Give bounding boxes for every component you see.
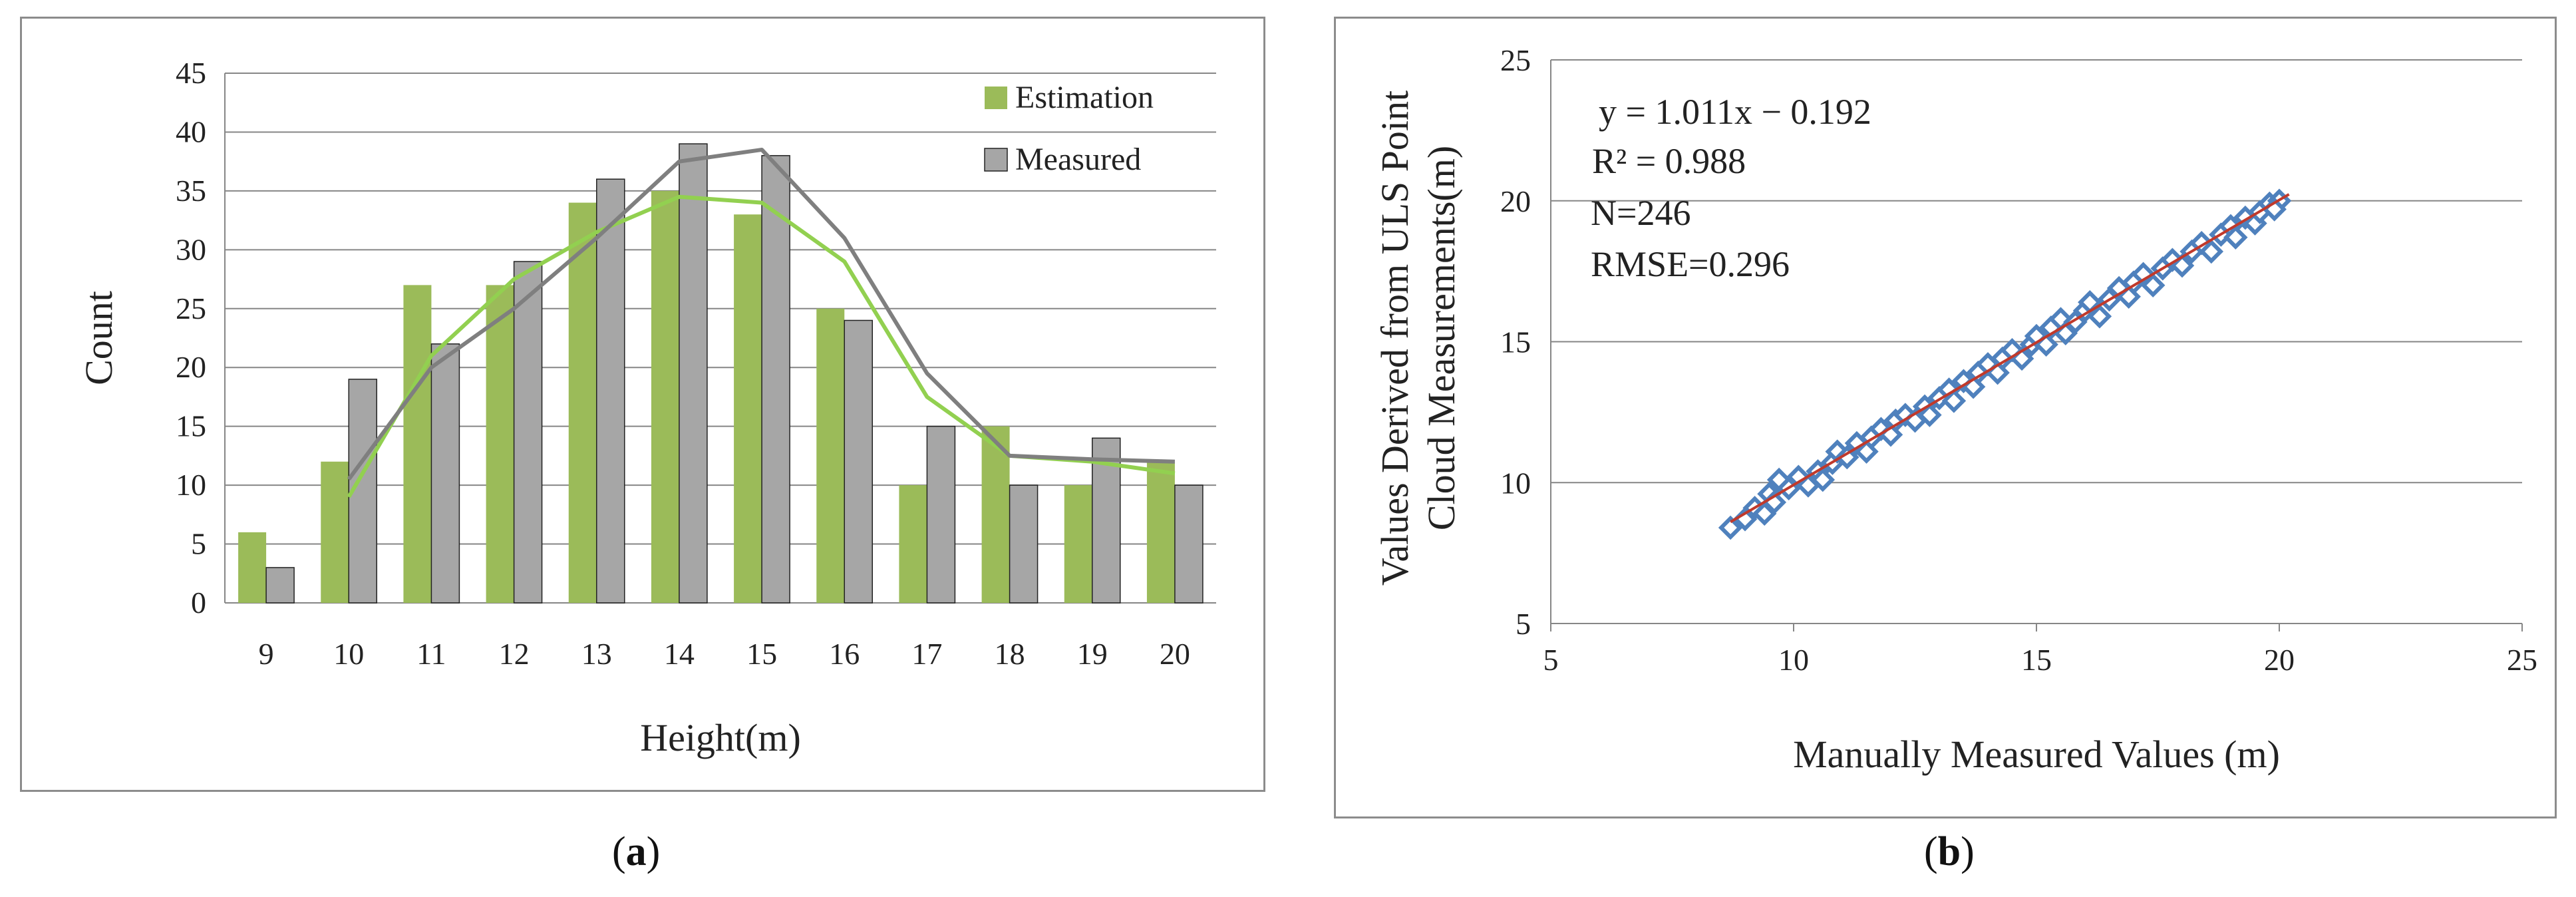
y-tick-label: 45: [176, 56, 206, 90]
bar-measured: [596, 178, 625, 604]
x-tick-label: 13: [581, 637, 612, 671]
scatter-point: [2087, 304, 2112, 329]
scatter-point: [1941, 389, 1967, 413]
bar-estimation: [734, 214, 762, 603]
x-tick-label: 10: [333, 637, 364, 671]
x-axis-title: Height(m): [640, 716, 801, 759]
x-tick-label: 25: [2507, 643, 2537, 677]
x-tick-label: 18: [995, 637, 1025, 671]
bar-estimation: [981, 426, 1010, 603]
panel-label-b: (b): [1924, 829, 1975, 874]
y-tick-label: 20: [1500, 184, 1531, 218]
bar-estimation: [486, 285, 514, 603]
annotation-2: N=246: [1591, 193, 1690, 233]
bar-measured: [679, 143, 708, 604]
bar-measured: [926, 425, 956, 604]
x-tick-label: 15: [746, 637, 777, 671]
bar-estimation: [568, 202, 597, 604]
bar-measured: [1009, 484, 1039, 604]
bar-measured: [1174, 484, 1204, 604]
bar-measured: [265, 567, 295, 604]
bar-estimation: [238, 532, 267, 603]
height-histogram-chart: 0 5 10 15 20 25 30 35 40 45 9 10 11 12 13 14 15 16 17 18 19 2…: [77, 56, 1216, 759]
bar-measured: [513, 261, 543, 604]
annotation-3: RMSE=0.296: [1591, 244, 1790, 284]
bar-measured: [761, 155, 790, 604]
y-tick-label: 5: [191, 527, 206, 561]
x-tick-label: 17: [911, 637, 942, 671]
scatter-point: [2199, 239, 2224, 264]
bar-estimation: [1064, 485, 1092, 603]
panel-b-scatter: 5 10 15 20 25 5 10 15 20 25 y = 1.011x − 0.192 R² =…: [1334, 17, 2557, 818]
panel-a-histogram: 0 5 10 15 20 25 30 35 40 45 9 10 11 12 13 14 15 16 17 18 19 2…: [20, 17, 1265, 792]
bar-estimation: [651, 190, 679, 603]
panel-label-a: (a): [612, 829, 661, 874]
y-axis-title-line1: Values Derived from ULS Point: [1373, 90, 1416, 586]
scatter-point: [2140, 273, 2166, 298]
scatter-point: [2223, 225, 2248, 250]
legend-swatch-measured: [984, 148, 1008, 172]
trendline-measured: [347, 147, 1176, 481]
y-tick-label: 25: [1500, 43, 1531, 77]
scatter-point: [1810, 467, 1836, 492]
y-tick-label: 0: [191, 586, 206, 620]
x-tick-label: 15: [2021, 643, 2052, 677]
y-tick-label: 5: [1516, 607, 1531, 641]
x-tick-label: 12: [499, 637, 530, 671]
scatter-point: [1917, 403, 1942, 427]
annotation-0: y = 1.011x − 0.192: [1599, 92, 1871, 132]
y-tick-label: 35: [176, 174, 206, 208]
x-tick-label: 11: [416, 637, 446, 671]
y-axis-title: Count: [77, 291, 120, 385]
x-tick-label: 5: [1543, 643, 1559, 677]
bar-estimation: [816, 308, 845, 603]
bar-measured: [844, 319, 873, 604]
y-tick-label: 10: [176, 468, 206, 502]
x-tick-label: 14: [664, 637, 695, 671]
y-tick-label: 30: [176, 232, 206, 266]
bar-measured: [430, 343, 460, 604]
y-axis-title-line2: Cloud Measurements(m): [1420, 146, 1463, 530]
x-tick-label: 10: [1778, 643, 1809, 677]
x-tick-label: 16: [829, 637, 860, 671]
y-tick-label: 10: [1500, 466, 1531, 500]
bar-estimation: [403, 285, 432, 603]
legend-swatch-estimation: [985, 87, 1007, 109]
x-tick-label: 9: [259, 637, 274, 671]
y-tick-label: 20: [176, 350, 206, 384]
x-tick-label: 19: [1077, 637, 1108, 671]
bar-estimation: [899, 485, 927, 603]
y-tick-label: 15: [176, 409, 206, 443]
x-tick-label: 20: [1160, 637, 1190, 671]
y-tick-label: 40: [176, 114, 206, 148]
x-axis-title: Manually Measured Values (m): [1793, 733, 2280, 776]
bar-estimation: [321, 461, 349, 603]
legend-label-measured: Measured: [1015, 142, 1141, 177]
scatter-point: [1718, 515, 1743, 540]
x-tick-label: 20: [2264, 643, 2295, 677]
scatter-point: [1835, 445, 1859, 470]
bar-estimation: [1146, 461, 1175, 603]
y-tick-label: 15: [1500, 325, 1531, 359]
regression-line: [1730, 193, 2290, 524]
scatter-regression-chart: 5 10 15 20 25 5 10 15 20 25 y = 1.011x − 0.192 R² =…: [1373, 43, 2537, 776]
legend-label-estimation: Estimation: [1015, 80, 1154, 115]
y-tick-label: 25: [176, 291, 206, 325]
annotation-1: R² = 0.988: [1592, 141, 1746, 181]
